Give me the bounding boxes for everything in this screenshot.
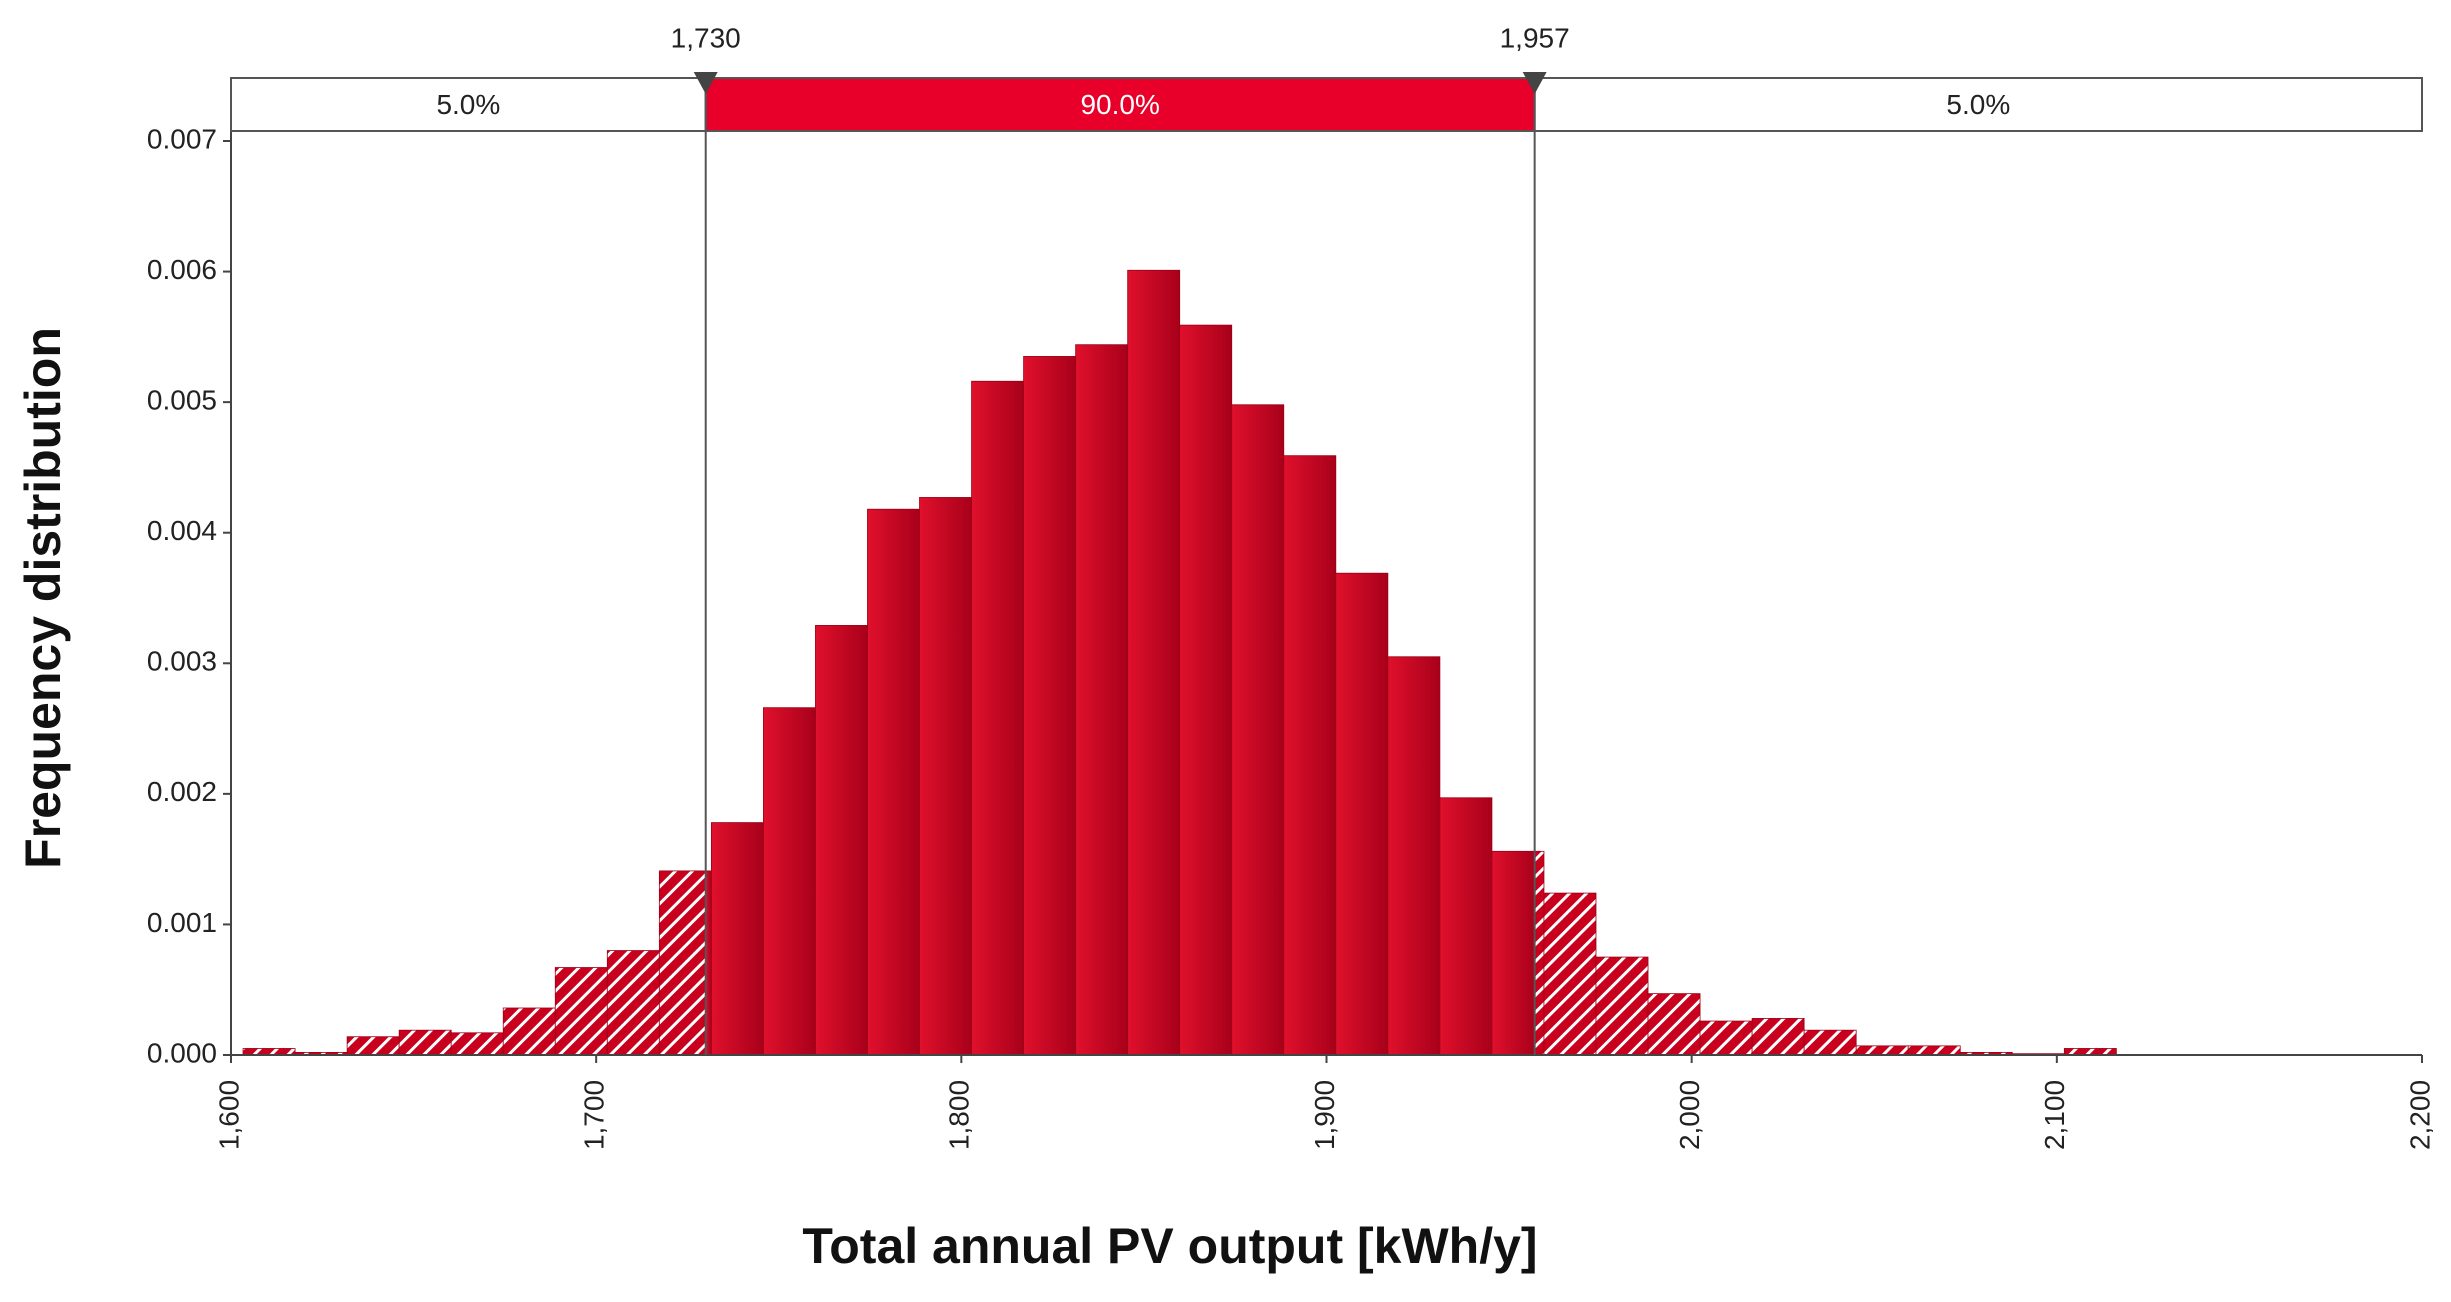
y-axis-title: Frequency distribution: [15, 327, 71, 869]
y-tick-label: 0.000: [147, 1037, 217, 1068]
histogram-bar: [763, 707, 816, 1056]
band-label: 90.0%: [1080, 89, 1159, 120]
histogram-bar: [554, 967, 608, 1056]
band-label: 5.0%: [1946, 89, 2010, 120]
x-tick-label: 2,200: [2404, 1080, 2435, 1150]
histogram-bar: [1335, 572, 1389, 1056]
y-tick-label: 0.004: [147, 515, 217, 546]
x-tick-label: 1,800: [944, 1080, 975, 1150]
histogram-bar: [1179, 324, 1233, 1056]
histogram-bar: [1543, 892, 1597, 1056]
y-tick-label: 0.005: [147, 385, 217, 416]
histogram-bar: [1231, 404, 1285, 1056]
histogram-bar: [1439, 797, 1493, 1056]
histogram-bar: [606, 950, 660, 1056]
histogram-bar: [1127, 269, 1181, 1056]
histogram-bar: [1595, 956, 1649, 1056]
y-tick-label: 0.007: [147, 123, 217, 154]
y-tick-label: 0.006: [147, 254, 217, 285]
histogram-bar: [1803, 1029, 1857, 1056]
histogram-bar: [971, 380, 1024, 1056]
x-tick-label: 1,700: [579, 1080, 610, 1150]
histogram-bar: [450, 1032, 504, 1056]
histogram-bar: [815, 625, 868, 1056]
histogram-bar: [1491, 850, 1536, 1056]
histogram-bar: [1023, 356, 1077, 1056]
histogram-bar: [1283, 455, 1337, 1056]
y-tick-label: 0.002: [147, 776, 217, 807]
histogram-bar: [502, 1007, 556, 1056]
marker-triangle: [693, 72, 718, 94]
histogram-bar: [398, 1029, 452, 1056]
histogram-bar: [1751, 1018, 1805, 1056]
histogram-bar: [1699, 1020, 1753, 1056]
histogram-bar: [867, 508, 920, 1056]
marker-label: 1,730: [671, 22, 741, 53]
histogram-bar: [658, 870, 707, 1056]
marker-triangle: [1522, 72, 1547, 94]
histogram-bar: [1855, 1045, 1909, 1056]
x-tick-label: 2,000: [1674, 1080, 1705, 1150]
x-tick-label: 2,100: [2039, 1080, 2070, 1150]
histogram-bar: [919, 497, 972, 1056]
histogram-bar: [1534, 850, 1545, 1056]
histogram-bar: [1387, 656, 1441, 1056]
histogram-bar: [1907, 1045, 1961, 1056]
y-tick-label: 0.001: [147, 907, 217, 938]
y-tick-label: 0.003: [147, 646, 217, 677]
marker-label: 1,957: [1500, 22, 1570, 53]
histogram-bar: [346, 1036, 400, 1056]
band-label: 5.0%: [436, 89, 500, 120]
x-tick-label: 1,900: [1309, 1080, 1340, 1150]
histogram-bar: [1647, 993, 1701, 1056]
histogram-bar: [1075, 344, 1129, 1056]
x-axis-title: Total annual PV output [kWh/y]: [802, 1218, 1537, 1274]
x-tick-label: 1,600: [213, 1080, 244, 1150]
histogram-bar: [710, 822, 764, 1056]
